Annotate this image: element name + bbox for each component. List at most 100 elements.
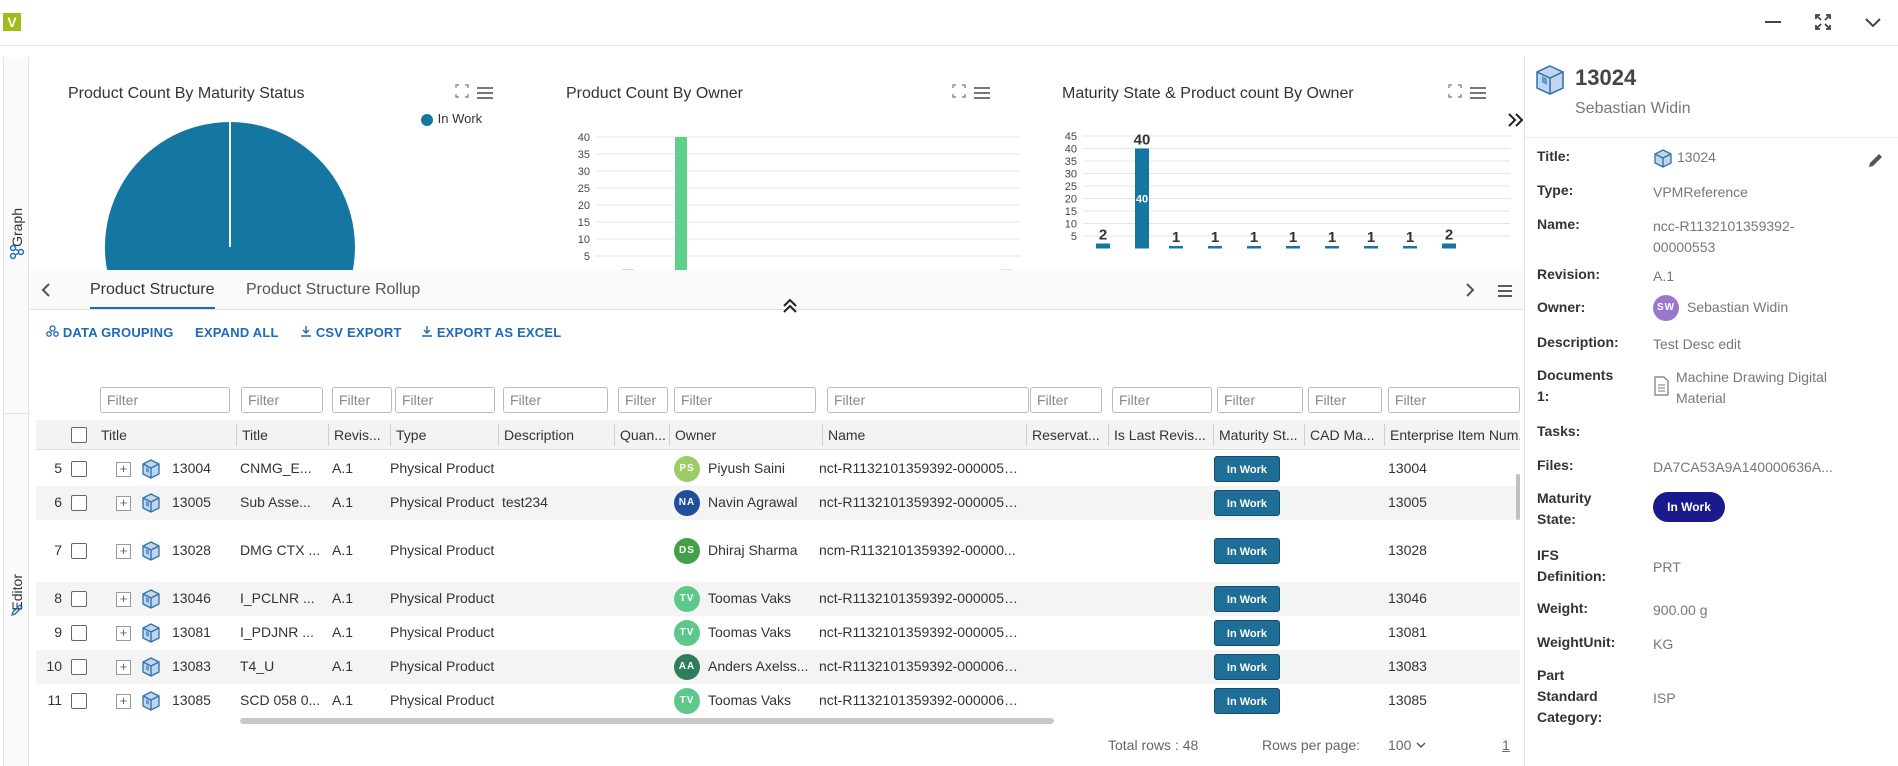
select-all-checkbox[interactable] [71, 427, 87, 443]
expand-row-icon[interactable]: + [116, 592, 131, 607]
column-header[interactable]: CAD Ma... [1310, 427, 1375, 443]
chevron-down-icon[interactable] [1860, 10, 1886, 34]
expand-row-icon[interactable]: + [116, 626, 131, 641]
cell-revision: A.1 [332, 542, 354, 558]
filter-input[interactable]: Filter [618, 387, 668, 413]
graph-panel: Product Count By Maturity Status In Work… [30, 57, 1524, 270]
cell-owner: Toomas Vaks [708, 692, 791, 708]
cell-type: Physical Product [390, 692, 495, 708]
expand-row-icon[interactable]: + [116, 694, 131, 709]
filter-input[interactable]: Filter [1217, 387, 1303, 413]
row-checkbox[interactable] [71, 693, 87, 709]
cell-name: nct-R1132101359392-00000556 [819, 494, 1019, 510]
row-checkbox[interactable] [71, 543, 87, 559]
data-grouping-label: DATA GROUPING [62, 325, 174, 340]
column-header[interactable]: Description [504, 427, 575, 443]
minimize-icon[interactable] [1760, 10, 1786, 34]
export-excel-button[interactable]: EXPORT AS EXCEL [421, 325, 561, 340]
page-number-link[interactable]: 1 [1502, 737, 1510, 753]
row-checkbox[interactable] [71, 625, 87, 641]
filter-input[interactable]: Filter [674, 387, 816, 413]
tab-product-structure[interactable]: Product Structure [90, 281, 215, 309]
column-header[interactable]: Maturity St... [1219, 427, 1298, 443]
expand-row-icon[interactable]: + [116, 461, 131, 477]
rows-per-page-select[interactable]: 100 [1388, 737, 1427, 753]
chart-2-expand-icon[interactable] [952, 84, 966, 101]
rows-per-page-value: 100 [1388, 737, 1412, 753]
filter-input[interactable]: Filter [1308, 387, 1382, 413]
filter-input[interactable]: Filter [100, 387, 230, 413]
cell-owner: Navin Agrawal [708, 494, 798, 510]
horizontal-scrollbar[interactable] [240, 718, 1054, 724]
tabs-next-icon[interactable] [1464, 282, 1476, 301]
column-header[interactable]: Revis... [334, 427, 381, 443]
maximize-icon[interactable] [1810, 10, 1836, 34]
row-checkbox[interactable] [71, 591, 87, 607]
filter-input[interactable]: Filter [395, 387, 495, 413]
chart-1-expand-icon[interactable] [455, 84, 469, 101]
table-row[interactable]: 11 +13085 SCD 058 0... A.1 Physical Product T… [36, 684, 1520, 718]
field-value-files[interactable]: DA7CA53A9A140000636A... [1653, 459, 1833, 475]
y-tick-label: 45 [1065, 131, 1077, 143]
row-number: 10 [46, 658, 62, 674]
cell-type: Physical Product [390, 658, 495, 674]
total-rows-label: Total rows : 48 [1108, 737, 1199, 753]
graph-icon [9, 244, 25, 263]
filter-input[interactable]: Filter [827, 387, 1029, 413]
cell-enterprise-item: 13085 [1388, 692, 1427, 708]
row-checkbox[interactable] [71, 495, 87, 511]
editor-tab[interactable]: Editor [4, 537, 30, 647]
cell-enterprise-item: 13004 [1388, 459, 1427, 476]
column-header[interactable]: Quan... [620, 427, 666, 443]
column-header[interactable]: Name [828, 427, 866, 443]
chart-3-expand-icon[interactable] [1448, 84, 1462, 101]
expand-row-icon[interactable]: + [116, 660, 131, 675]
column-header[interactable]: Title [101, 427, 127, 443]
owner-avatar: AA [674, 654, 700, 680]
field-value-type: VPMReference [1653, 184, 1748, 200]
product-cube-icon [142, 541, 160, 561]
edit-pencil-icon[interactable] [1867, 151, 1885, 172]
chart-3-menu-icon[interactable] [1470, 87, 1486, 102]
tabs-menu-icon[interactable] [1498, 285, 1512, 300]
filter-input[interactable]: Filter [1030, 387, 1102, 413]
column-header[interactable]: Reservat... [1032, 427, 1100, 443]
cell-enterprise-item: 13005 [1388, 494, 1427, 510]
csv-export-button[interactable]: CSV EXPORT [300, 325, 402, 340]
tabs-prev-icon[interactable] [40, 282, 52, 301]
cell-type: Physical Product [390, 542, 495, 558]
row-number: 9 [54, 624, 62, 640]
column-header[interactable]: Owner [675, 427, 717, 443]
filter-input[interactable]: Filter [503, 387, 608, 413]
vertical-scrollbar[interactable] [1516, 474, 1520, 520]
table-row[interactable]: 5 +13004 CNMG_E... A.1 Physical Product PS Piy… [36, 451, 1520, 486]
row-checkbox[interactable] [71, 460, 87, 477]
data-grouping-button[interactable]: DATA GROUPING [46, 325, 174, 340]
row-checkbox[interactable] [71, 659, 87, 675]
column-header[interactable]: Is Last Revis... [1114, 427, 1206, 443]
table-row[interactable]: 7 +13028 DMG CTX ... A.1 Physical Product DS D… [36, 520, 1520, 582]
chart-2-menu-icon[interactable] [974, 87, 990, 102]
expand-row-icon[interactable]: + [116, 496, 131, 511]
column-header[interactable]: Title [242, 427, 268, 443]
filter-input[interactable]: Filter [332, 387, 392, 413]
filter-input[interactable]: Filter [1388, 387, 1520, 413]
expand-all-button[interactable]: EXPAND ALL [195, 325, 279, 340]
document-link-line2[interactable]: Material [1676, 390, 1726, 406]
filter-input[interactable]: Filter [241, 387, 323, 413]
filter-input[interactable]: Filter [1112, 387, 1212, 413]
tab-product-structure-rollup[interactable]: Product Structure Rollup [246, 281, 421, 298]
collapse-up-icon[interactable] [782, 297, 798, 318]
collapse-right-icon[interactable] [1506, 110, 1526, 136]
chart-1-menu-icon[interactable] [477, 87, 493, 102]
table-row[interactable]: 10 +13083 T4_U A.1 Physical Product AA Anders … [36, 650, 1520, 684]
cell-type: Physical Product [390, 494, 495, 510]
expand-row-icon[interactable]: + [116, 544, 131, 559]
document-link-line1[interactable]: Machine Drawing Digital [1676, 369, 1827, 385]
column-header[interactable]: Enterprise Item Num... [1390, 427, 1520, 443]
table-row[interactable]: 6 +13005 Sub Asse... A.1 Physical Product tes… [36, 486, 1520, 520]
column-header[interactable]: Type [396, 427, 427, 443]
field-value-name-line2: 00000553 [1653, 239, 1716, 255]
table-row[interactable]: 9 +13081 I_PDJNR ... A.1 Physical Product TV T… [36, 616, 1520, 650]
table-row[interactable]: 8 +13046 I_PCLNR ... A.1 Physical Product TV T… [36, 582, 1520, 616]
